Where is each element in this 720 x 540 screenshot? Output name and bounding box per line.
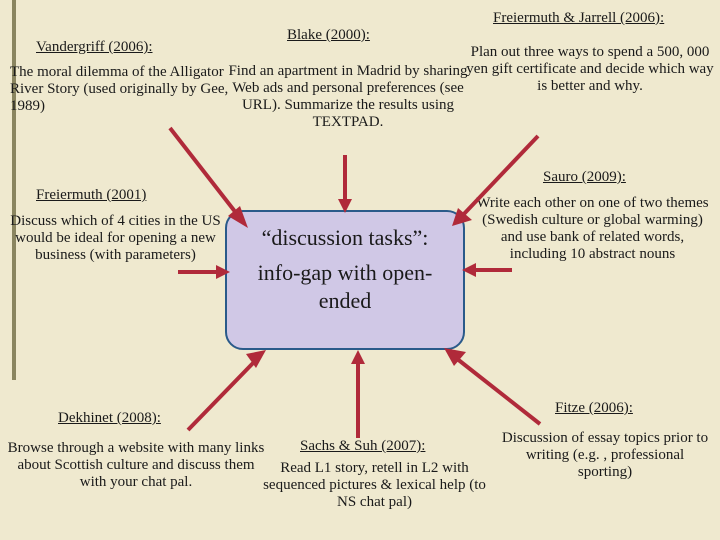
arrow-vandergriff [162, 120, 262, 240]
text-sachs: Read L1 story, retell in L2 with sequenc… [262, 460, 487, 511]
heading-sauro: Sauro (2009): [543, 169, 626, 186]
heading-sachs: Sachs & Suh (2007): [300, 438, 425, 455]
text-freiermuth-jarrell: Plan out three ways to spend a 500, 000 … [465, 44, 715, 95]
arrow-freiermuth-jarrell [440, 128, 550, 238]
arrow-sauro [460, 258, 515, 282]
heading-freiermuth: Freiermuth (2001) [36, 187, 146, 204]
arrow-blake [335, 155, 355, 215]
arrow-freiermuth [178, 260, 233, 284]
heading-vandergriff: Vandergriff (2006): [36, 39, 153, 56]
text-dekhinet: Browse through a website with many links… [6, 440, 266, 491]
heading-fitze: Fitze (2006): [555, 400, 633, 417]
sidebar-accent [12, 0, 16, 380]
center-line2: info-gap with open-ended [235, 259, 455, 316]
arrow-fitze [430, 340, 550, 440]
arrow-sachs [348, 348, 368, 440]
heading-blake: Blake (2000): [287, 27, 370, 44]
heading-freiermuth-jarrell: Freiermuth & Jarrell (2006): [493, 10, 664, 27]
heading-dekhinet: Dekhinet (2008): [58, 410, 161, 427]
arrow-dekhinet [178, 340, 278, 440]
text-vandergriff: The moral dilemma of the Alligator River… [10, 64, 240, 115]
center-line1: “discussion tasks”: [235, 224, 455, 253]
